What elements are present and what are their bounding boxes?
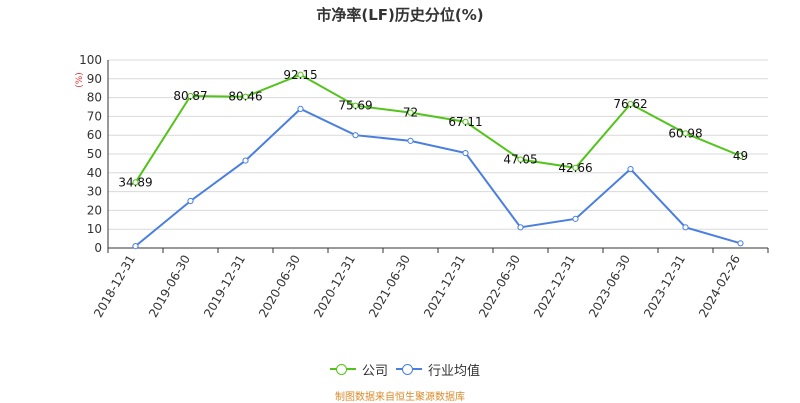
x-tick-label: 2019-06-30 bbox=[146, 253, 193, 320]
data-label-0-10: 60.98 bbox=[668, 126, 702, 140]
data-label-0-0: 34.89 bbox=[118, 175, 152, 189]
y-tick-label: 60 bbox=[87, 128, 102, 142]
legend-label-company: 公司 bbox=[362, 363, 389, 379]
data-point-0-2 bbox=[242, 93, 249, 100]
y-axis-unit-label: (%) bbox=[75, 72, 85, 88]
y-tick-label: 10 bbox=[87, 222, 102, 236]
data-point-0-1 bbox=[187, 92, 194, 100]
y-tick-label: 100 bbox=[79, 53, 102, 67]
data-point-1-9 bbox=[627, 165, 634, 173]
y-tick-label: 80 bbox=[87, 91, 102, 105]
series-line-1 bbox=[134, 107, 741, 247]
x-tick-label: 2021-06-30 bbox=[366, 253, 413, 320]
data-label-0-1: 80.87 bbox=[173, 89, 207, 103]
x-tick-label: 2022-12-31 bbox=[531, 253, 578, 320]
data-point-0-3 bbox=[297, 71, 304, 78]
data-label-0-2: 80.46 bbox=[228, 90, 262, 104]
data-point-0-5 bbox=[407, 109, 414, 116]
data-point-0-10 bbox=[682, 130, 689, 137]
data-point-0-4 bbox=[352, 102, 359, 109]
x-tick-label: 2024-02-26 bbox=[696, 253, 743, 320]
chart-title: 市净率(LF)历史分位(%) bbox=[316, 6, 484, 24]
y-tick-label: 90 bbox=[87, 72, 102, 86]
data-label-0-11: 49 bbox=[733, 149, 748, 163]
data-point-0-11 bbox=[737, 152, 744, 159]
legend-item-company[interactable]: 公司 bbox=[330, 360, 389, 379]
data-point-1-7 bbox=[517, 224, 524, 231]
data-point-0-9 bbox=[627, 100, 634, 108]
y-tick-label: 20 bbox=[87, 203, 102, 217]
data-point-0-0 bbox=[132, 179, 139, 186]
data-point-1-11 bbox=[737, 240, 744, 247]
x-tick-label: 2018-12-31 bbox=[91, 253, 138, 320]
data-point-1-10 bbox=[682, 224, 689, 231]
chart-legend: 公司 行业均值 bbox=[0, 360, 800, 379]
data-point-0-7 bbox=[517, 156, 524, 163]
data-label-0-4: 75.69 bbox=[338, 99, 372, 113]
x-tick-label: 2022-06-30 bbox=[476, 253, 523, 320]
legend-swatch-industry bbox=[396, 362, 422, 376]
data-label-0-3: 92.15 bbox=[283, 68, 317, 82]
x-tick-label: 2021-12-31 bbox=[421, 253, 468, 320]
data-label-0-7: 47.05 bbox=[503, 153, 537, 167]
data-label-0-5: 72 bbox=[403, 106, 418, 120]
data-point-1-0 bbox=[132, 243, 139, 250]
legend-item-industry[interactable]: 行业均值 bbox=[396, 360, 481, 379]
y-tick-label: 70 bbox=[87, 109, 102, 123]
y-tick-label: 0 bbox=[94, 241, 102, 255]
data-label-0-6: 67.11 bbox=[448, 115, 482, 129]
y-tick-label: 50 bbox=[87, 147, 102, 161]
x-tick-label: 2023-12-31 bbox=[641, 253, 688, 320]
data-source-note: 制图数据来自恒生聚源数据库 bbox=[335, 392, 465, 403]
data-label-0-8: 42.66 bbox=[558, 161, 592, 175]
data-point-0-6 bbox=[462, 118, 469, 125]
data-point-1-2 bbox=[242, 157, 249, 164]
legend-label-industry: 行业均值 bbox=[428, 363, 481, 379]
data-point-1-5 bbox=[407, 137, 414, 144]
x-tick-label: 2023-06-30 bbox=[586, 253, 633, 320]
x-tick-label: 2020-12-31 bbox=[311, 253, 358, 320]
x-tick-label: 2019-12-31 bbox=[201, 253, 248, 320]
data-point-0-8 bbox=[572, 164, 579, 171]
data-label-0-9: 76.62 bbox=[613, 97, 647, 111]
y-tick-label: 30 bbox=[87, 185, 102, 199]
data-point-1-8 bbox=[572, 215, 579, 222]
legend-swatch-company bbox=[330, 362, 356, 376]
data-point-1-6 bbox=[462, 149, 469, 157]
y-tick-label: 40 bbox=[87, 166, 102, 180]
series-line-0 bbox=[134, 73, 741, 183]
data-point-1-3 bbox=[297, 105, 304, 112]
x-tick-label: 2020-06-30 bbox=[256, 253, 303, 320]
data-point-1-4 bbox=[352, 132, 359, 139]
data-point-1-1 bbox=[187, 197, 194, 205]
